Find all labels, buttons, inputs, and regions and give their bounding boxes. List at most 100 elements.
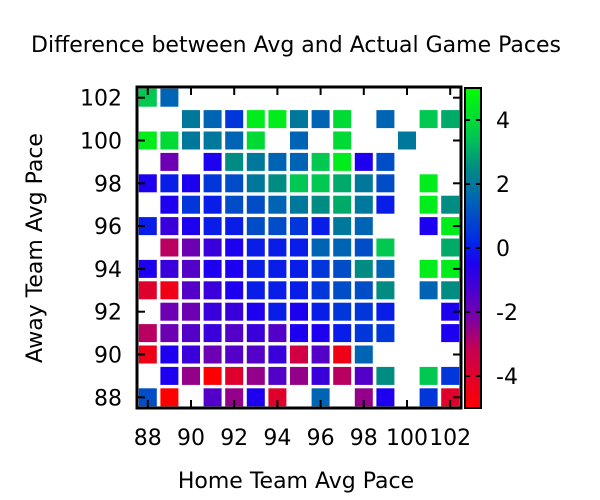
heatmap-cell bbox=[311, 217, 330, 236]
heatmap-cell bbox=[182, 281, 200, 300]
colorbar-tick-label: -2 bbox=[496, 301, 518, 326]
heatmap-cell bbox=[160, 217, 179, 236]
heatmap-cell bbox=[376, 259, 395, 278]
x-tick-label: 92 bbox=[220, 426, 248, 451]
heatmap-cell bbox=[311, 110, 330, 129]
heatmap-cell bbox=[333, 131, 352, 150]
heatmap-cell bbox=[311, 388, 330, 407]
heatmap-cell bbox=[441, 238, 460, 257]
heatmap-cell bbox=[182, 259, 200, 278]
colorbar-tick-label: 2 bbox=[496, 173, 510, 198]
heatmap-cell bbox=[203, 259, 222, 278]
heatmap-cell bbox=[354, 345, 373, 364]
heatmap-cell bbox=[160, 88, 179, 107]
heatmap-cell bbox=[419, 281, 438, 300]
heatmap-cell bbox=[354, 174, 373, 193]
heatmap-cell bbox=[182, 302, 200, 321]
heatmap-cell bbox=[203, 110, 222, 129]
heatmap-cell bbox=[441, 302, 460, 321]
heatmap-cell bbox=[246, 324, 265, 343]
heatmap-cell bbox=[138, 88, 157, 107]
heatmap-cell bbox=[376, 366, 395, 385]
heatmap-cell bbox=[225, 259, 244, 278]
heatmap-cell bbox=[268, 174, 287, 193]
x-tick-label: 102 bbox=[429, 426, 471, 451]
heatmap-cell bbox=[376, 302, 395, 321]
heatmap-cell bbox=[376, 388, 395, 407]
heatmap-cell bbox=[354, 366, 373, 385]
heatmap-cell bbox=[441, 195, 460, 214]
heatmap-cell bbox=[441, 110, 460, 129]
heatmap-cell bbox=[203, 217, 222, 236]
heatmap-cell bbox=[290, 366, 308, 385]
colorbar-tick-label: 4 bbox=[496, 109, 510, 134]
heatmap-cell bbox=[138, 324, 157, 343]
heatmap-cell bbox=[333, 110, 352, 129]
heatmap-cell bbox=[246, 302, 265, 321]
x-axis-ticks: 88 90 92 94 96 98 100 102 bbox=[134, 87, 471, 451]
heatmap-cell bbox=[311, 366, 330, 385]
heatmap-cell bbox=[376, 174, 395, 193]
plot-frame bbox=[135, 85, 463, 410]
y-tick-label: 96 bbox=[94, 215, 122, 240]
heatmap-cell bbox=[268, 345, 287, 364]
y-tick-label: 92 bbox=[94, 301, 122, 326]
heatmap-cell bbox=[376, 110, 395, 129]
heatmap-cell bbox=[225, 152, 244, 171]
heatmap-cell bbox=[441, 366, 460, 385]
heatmap-cell bbox=[246, 195, 265, 214]
chart-title: Difference between Avg and Actual Game P… bbox=[31, 33, 561, 58]
heatmap-cell bbox=[182, 195, 200, 214]
y-axis-ticks: 88 90 92 94 96 98 100 102 bbox=[80, 87, 461, 411]
heatmap-cell bbox=[246, 281, 265, 300]
heatmap-cell bbox=[311, 174, 330, 193]
heatmap-cell bbox=[354, 152, 373, 171]
heatmap-cell bbox=[333, 324, 352, 343]
heatmap-cell bbox=[138, 388, 157, 407]
heatmap-cell bbox=[182, 110, 200, 129]
heatmap-cell bbox=[290, 174, 308, 193]
heatmap-cell bbox=[225, 324, 244, 343]
y-tick-label: 94 bbox=[94, 258, 122, 283]
heatmap-cell bbox=[311, 259, 330, 278]
heatmap-cell bbox=[354, 281, 373, 300]
x-tick-label: 88 bbox=[134, 426, 162, 451]
heatmap-cell bbox=[160, 195, 179, 214]
heatmap-cell bbox=[203, 281, 222, 300]
heatmap-cell bbox=[160, 259, 179, 278]
heatmap-cell bbox=[441, 259, 460, 278]
heatmap-cell bbox=[376, 238, 395, 257]
heatmap-cell bbox=[138, 174, 157, 193]
heatmap-cell bbox=[203, 131, 222, 150]
heatmap-cell bbox=[290, 324, 308, 343]
heatmap-cell bbox=[246, 345, 265, 364]
heatmap-cell bbox=[246, 152, 265, 171]
heatmap-cell bbox=[333, 366, 352, 385]
heatmap-cell bbox=[203, 238, 222, 257]
heatmap-cell bbox=[268, 281, 287, 300]
heatmap-cell bbox=[182, 174, 200, 193]
heatmap-cell bbox=[290, 110, 308, 129]
heatmap-cell bbox=[419, 388, 438, 407]
heatmap-cell bbox=[246, 110, 265, 129]
heatmap-cell bbox=[354, 388, 373, 407]
heatmap-cell bbox=[311, 195, 330, 214]
heatmap-cell bbox=[268, 388, 287, 407]
heatmap-cell bbox=[441, 217, 460, 236]
heatmap-cell bbox=[203, 324, 222, 343]
heatmap-cell bbox=[246, 388, 265, 407]
y-tick-label: 100 bbox=[80, 130, 122, 155]
heatmap-cell bbox=[225, 302, 244, 321]
colorbar-tick-label: -4 bbox=[496, 365, 518, 390]
heatmap-cell bbox=[268, 217, 287, 236]
heatmap-cell bbox=[290, 345, 308, 364]
heatmap-cell bbox=[290, 131, 308, 150]
heatmap-cell bbox=[225, 131, 244, 150]
heatmap-cell bbox=[160, 345, 179, 364]
heatmap-cell bbox=[290, 217, 308, 236]
heatmap-cell bbox=[160, 174, 179, 193]
heatmap-cell bbox=[246, 366, 265, 385]
heatmap-cell bbox=[354, 259, 373, 278]
heatmap-cell bbox=[182, 217, 200, 236]
